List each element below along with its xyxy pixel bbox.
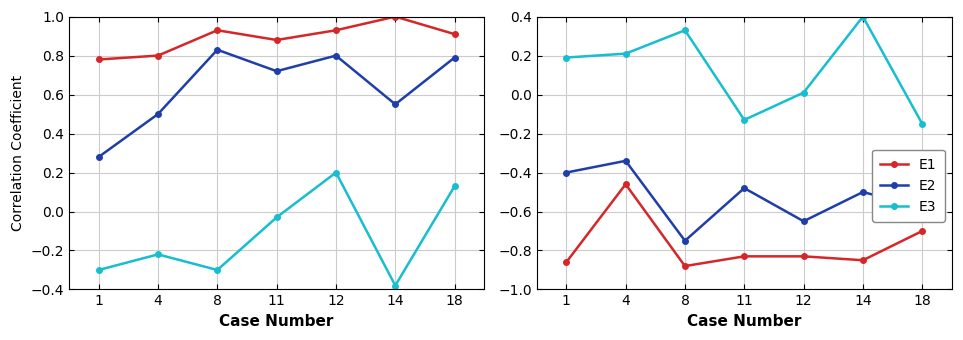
- E3: [739, 118, 750, 122]
- E3: [620, 52, 632, 56]
- E1: [917, 229, 928, 233]
- E3: [857, 15, 869, 19]
- E1: [797, 254, 809, 258]
- E3: [679, 28, 690, 32]
- Line: E1: E1: [563, 182, 925, 269]
- E3: [560, 55, 572, 59]
- E1: [857, 258, 869, 262]
- E2: [739, 186, 750, 190]
- E1: [620, 182, 632, 186]
- E3: [917, 122, 928, 126]
- Legend: E1, E2, E3: E1, E2, E3: [872, 150, 945, 222]
- E2: [620, 159, 632, 163]
- Y-axis label: Correlation Coefficient: Correlation Coefficient: [12, 75, 25, 231]
- E1: [739, 254, 750, 258]
- Line: E3: E3: [563, 14, 925, 126]
- E1: [560, 260, 572, 264]
- E2: [560, 170, 572, 174]
- X-axis label: Case Number: Case Number: [687, 314, 801, 329]
- E2: [679, 239, 690, 243]
- E2: [917, 206, 928, 210]
- X-axis label: Case Number: Case Number: [220, 314, 334, 329]
- E3: [797, 90, 809, 95]
- E1: [679, 264, 690, 268]
- E2: [797, 219, 809, 223]
- E2: [857, 190, 869, 194]
- Line: E2: E2: [563, 158, 925, 243]
